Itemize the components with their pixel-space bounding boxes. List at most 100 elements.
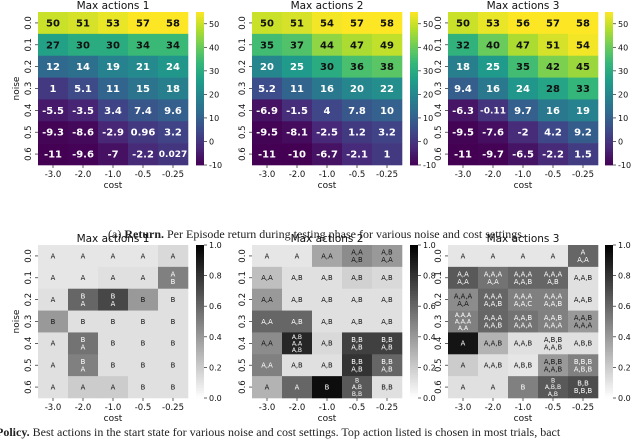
cell-label: -0.11 — [480, 107, 506, 117]
colorbar-segment — [196, 354, 204, 358]
colorbar-segment — [196, 265, 204, 269]
colorbar-segment — [605, 390, 613, 394]
heatmap-cell — [538, 376, 569, 399]
colorbar-segment — [605, 83, 613, 87]
colorbar-segment — [196, 257, 204, 261]
cell-label: A — [51, 252, 56, 260]
heatmap-cell — [568, 288, 599, 311]
colorbar-segment — [196, 60, 204, 64]
colorbar-tick-label: 0.4 — [209, 333, 222, 342]
cell-label: 36 — [350, 62, 364, 73]
panel-title: Max actions 1 — [77, 233, 150, 245]
heatmap-cell — [478, 332, 509, 355]
colorbar-segment — [605, 285, 613, 289]
colorbar-segment — [410, 60, 418, 64]
cell-label: A,A,B — [574, 296, 593, 304]
cell-label: B — [171, 318, 176, 326]
cell-label: A,A,B — [484, 362, 503, 370]
colorbar-tick-label: 0.4 — [423, 333, 436, 342]
colorbar-segment — [605, 359, 613, 363]
colorbar-segment — [605, 101, 613, 105]
heatmap-cell — [128, 12, 159, 35]
colorbar-segment — [605, 131, 613, 135]
y-tick-label: 0.2 — [434, 60, 444, 74]
cell-label: 27 — [46, 40, 60, 51]
colorbar-segment — [605, 260, 613, 264]
caption-b-text: Best actions in the start state for vari… — [32, 425, 561, 439]
colorbar-segment — [410, 278, 418, 282]
heatmap-cell — [128, 245, 159, 268]
heatmap-cell — [252, 245, 283, 268]
colorbar-segment — [196, 352, 204, 356]
y-tick-label: 0.3 — [238, 315, 248, 329]
x-tick-label: -0.5 — [135, 170, 152, 180]
colorbar-segment — [605, 324, 613, 327]
colorbar-segment — [410, 19, 418, 23]
colorbar-segment — [410, 47, 418, 51]
colorbar-segment — [196, 22, 204, 26]
colorbar-segment — [410, 331, 418, 335]
cell-label: A,B A,A A,B — [292, 334, 303, 354]
heatmap-cell — [508, 143, 539, 166]
colorbar-tick-label: 30 — [423, 67, 433, 76]
colorbar-segment — [410, 318, 418, 322]
colorbar-segment — [605, 367, 613, 371]
colorbar-segment — [410, 387, 418, 391]
cell-label: 54 — [320, 18, 334, 29]
cell-label: B — [171, 362, 176, 370]
heatmap-cell — [128, 376, 159, 399]
heatmap-cell — [478, 33, 509, 57]
colorbar-segment — [605, 73, 613, 77]
colorbar-segment — [410, 108, 418, 112]
colorbar-segment — [605, 22, 613, 26]
colorbar-segment — [605, 27, 613, 31]
colorbar-segment — [196, 55, 204, 59]
heatmap-cell — [128, 55, 159, 78]
colorbar-segment — [410, 116, 418, 120]
cell-label: A — [141, 274, 146, 282]
colorbar-segment — [410, 395, 418, 399]
colorbar-segment — [196, 70, 204, 74]
x-tick-label: -1.0 — [515, 403, 532, 413]
cell-label: A,A,B A,A,A — [514, 314, 533, 329]
colorbar-segment — [196, 103, 204, 107]
heatmap-cell — [508, 12, 539, 35]
heatmap-cell — [478, 143, 509, 166]
colorbar-segment — [605, 308, 613, 312]
colorbar-segment — [196, 131, 204, 135]
heatmap-cell — [282, 310, 313, 333]
colorbar-tick-label: 0.2 — [618, 363, 631, 372]
colorbar-segment — [196, 385, 204, 389]
cell-label: 50 — [46, 18, 60, 29]
panel-title: Max actions 3 — [487, 233, 560, 245]
colorbar-segment — [410, 114, 418, 117]
y-tick-label: 0.3 — [434, 82, 444, 96]
caption-b-bold: Policy. — [0, 425, 30, 439]
colorbar-segment — [196, 139, 204, 143]
colorbar-segment — [410, 93, 418, 97]
x-tick-label: -0.25 — [376, 403, 398, 413]
heatmap-cell — [342, 332, 373, 355]
colorbar-segment — [605, 252, 613, 256]
colorbar-segment — [605, 385, 613, 389]
cell-label: A,A,A A,A — [454, 292, 473, 307]
heatmap-cell — [372, 12, 403, 35]
colorbar-tick-label: 0.6 — [618, 302, 631, 311]
cell-label: A,A — [261, 274, 273, 282]
cell-label: A — [461, 252, 466, 260]
colorbar-segment — [605, 162, 613, 166]
heatmap-cell — [38, 288, 69, 311]
colorbar-segment — [196, 42, 204, 46]
colorbar-segment — [410, 34, 418, 38]
cell-label: 5.1 — [74, 84, 92, 95]
cell-label: 16 — [546, 106, 560, 117]
heatmap-cell — [372, 245, 403, 268]
colorbar-segment — [605, 24, 613, 28]
heatmap-cell — [312, 99, 343, 122]
heatmap-cell — [448, 55, 479, 78]
cell-label: -9.3 — [42, 128, 64, 139]
y-tick-label: 0.4 — [434, 104, 444, 118]
colorbar-segment — [196, 278, 204, 282]
heatmap-cell — [568, 55, 599, 78]
